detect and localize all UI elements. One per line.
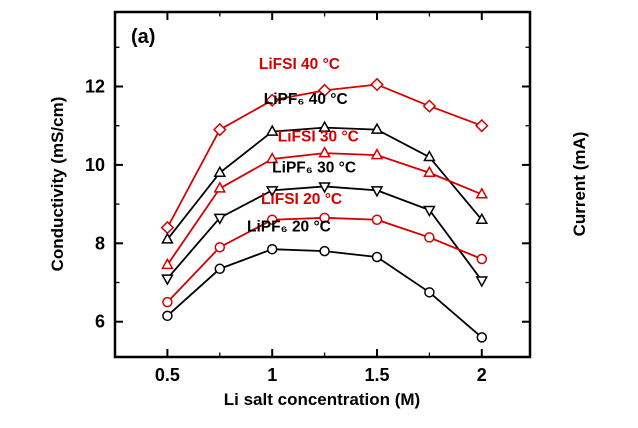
data-point-marker — [162, 296, 173, 308]
series-label: LiPF₆ 20 °C — [247, 219, 331, 236]
series-label: LiFSI 20 °C — [261, 191, 342, 208]
data-point-marker — [424, 287, 435, 298]
data-point-marker — [475, 187, 489, 199]
data-point-marker — [370, 77, 384, 92]
x-tick-label: 1 — [267, 365, 277, 385]
data-point-marker — [317, 83, 332, 98]
data-point-marker — [424, 232, 435, 243]
y-tick-label: 12 — [85, 76, 105, 96]
series-label: LiPF₆ 40 °C — [264, 91, 348, 108]
data-point-marker — [266, 243, 278, 255]
data-point-marker — [162, 310, 173, 322]
axes-frame — [113, 10, 532, 359]
data-point-marker — [265, 151, 279, 164]
data-point-marker — [475, 276, 489, 288]
data-point-marker — [370, 186, 384, 198]
data-point-marker — [161, 232, 174, 244]
y-tick-label: 10 — [85, 155, 105, 175]
x-tick-label: 1.5 — [364, 365, 389, 385]
data-point-marker — [318, 182, 331, 194]
data-point-marker — [370, 122, 384, 134]
data-point-marker — [214, 263, 226, 275]
data-point-marker — [371, 251, 383, 263]
y-tick-label: 6 — [95, 312, 105, 332]
data-point-marker — [161, 274, 174, 286]
data-point-marker — [214, 241, 226, 253]
data-point-marker — [475, 212, 489, 225]
data-point-marker — [371, 214, 383, 226]
series-label: LiFSI 40 °C — [259, 56, 340, 73]
data-point-marker — [422, 99, 437, 113]
x-tick-label: 0.5 — [155, 365, 180, 385]
x-axis-label: Li salt concentration (M) — [223, 390, 421, 409]
data-point-marker — [213, 165, 227, 177]
data-point-marker — [318, 146, 331, 158]
y-axis-label-right: Current (mA) — [570, 131, 589, 237]
data-point-marker — [266, 214, 278, 226]
data-point-marker — [265, 186, 279, 198]
series-line — [166, 248, 483, 339]
data-point-marker — [265, 124, 279, 136]
data-point-marker — [213, 181, 227, 193]
data-point-marker — [475, 118, 489, 133]
series-label: LiPF₆ 30 °C — [272, 160, 356, 177]
data-point-marker — [423, 165, 436, 177]
x-tick-label: 2 — [477, 365, 487, 385]
series-label: LiFSI 30 °C — [278, 128, 359, 145]
data-point-marker — [370, 148, 384, 160]
data-point-marker — [319, 212, 330, 224]
data-point-marker — [423, 150, 436, 162]
panel-letter: (a) — [131, 26, 156, 48]
data-point-marker — [213, 213, 227, 225]
data-point-marker — [318, 120, 331, 132]
data-point-marker — [476, 332, 488, 343]
data-point-marker — [423, 205, 436, 218]
y-axis-label-left: Conductivity (mS/cm) — [48, 96, 67, 272]
data-point-marker — [161, 257, 174, 270]
data-point-marker — [265, 93, 279, 107]
data-point-marker — [213, 122, 227, 137]
data-point-marker — [160, 220, 175, 235]
data-point-marker — [319, 245, 330, 257]
y-tick-label: 8 — [95, 233, 105, 253]
data-point-marker — [476, 253, 488, 265]
